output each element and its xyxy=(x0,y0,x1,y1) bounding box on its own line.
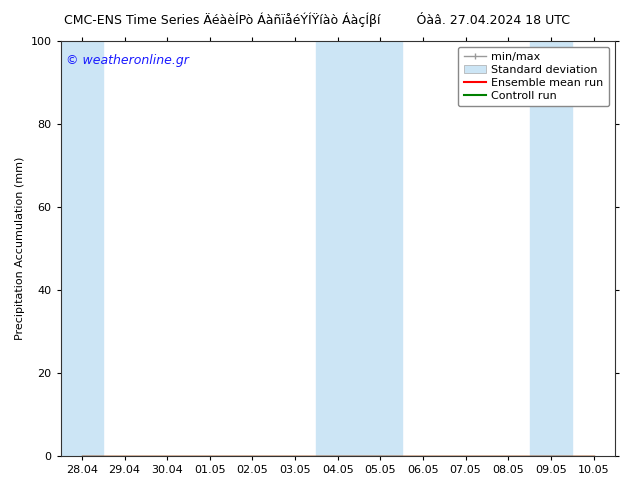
Text: © weatheronline.gr: © weatheronline.gr xyxy=(66,54,189,67)
Bar xyxy=(316,41,402,456)
Legend: min/max, Standard deviation, Ensemble mean run, Controll run: min/max, Standard deviation, Ensemble me… xyxy=(458,47,609,106)
Bar xyxy=(529,41,573,456)
Text: CMC-ENS Time Series ÄéàèÍPò ÁàñïåéÝÍŸíàò ÁàçÍβí         Óàâ. 27.04.2024 18 UTC: CMC-ENS Time Series ÄéàèÍPò ÁàñïåéÝÍŸíàò… xyxy=(64,12,570,27)
Y-axis label: Precipitation Accumulation (mm): Precipitation Accumulation (mm) xyxy=(15,157,25,340)
Bar xyxy=(61,41,103,456)
